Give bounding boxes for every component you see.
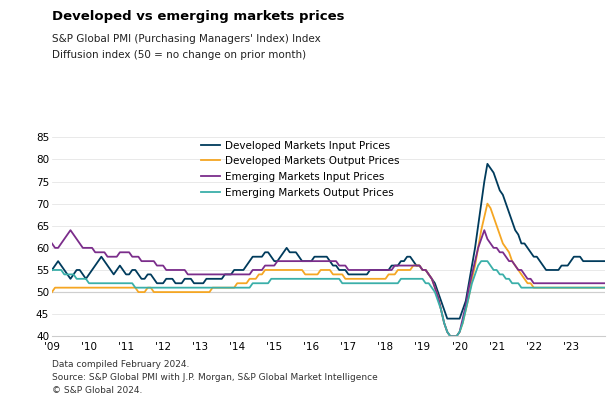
Developed Markets Input Prices: [444, 316, 451, 321]
Text: Diffusion index (50 = no change on prior month): Diffusion index (50 = no change on prior…: [52, 50, 306, 60]
Emerging Markets Input Prices: [289, 259, 296, 263]
Line: Emerging Markets Input Prices: Emerging Markets Input Prices: [52, 230, 611, 336]
Emerging Markets Input Prices: [48, 241, 56, 246]
Developed Markets Output Prices: [447, 334, 454, 339]
Developed Markets Output Prices: [286, 267, 293, 272]
Developed Markets Output Prices: [119, 285, 126, 290]
Emerging Markets Output Prices: [292, 277, 299, 281]
Text: Data compiled February 2024.: Data compiled February 2024.: [52, 360, 189, 369]
Emerging Markets Output Prices: [385, 281, 392, 286]
Emerging Markets Input Prices: [67, 228, 74, 232]
Developed Markets Output Prices: [292, 267, 299, 272]
Emerging Markets Input Prices: [122, 250, 130, 255]
Emerging Markets Output Prices: [447, 334, 454, 339]
Emerging Markets Input Prices: [388, 267, 395, 272]
Text: Developed vs emerging markets prices: Developed vs emerging markets prices: [52, 10, 345, 23]
Developed Markets Output Prices: [484, 201, 491, 206]
Emerging Markets Input Prices: [447, 334, 454, 339]
Emerging Markets Output Prices: [345, 281, 352, 286]
Developed Markets Input Prices: [385, 267, 392, 272]
Emerging Markets Output Prices: [419, 277, 426, 281]
Text: S&P Global PMI (Purchasing Managers' Index) Index: S&P Global PMI (Purchasing Managers' Ind…: [52, 34, 321, 44]
Developed Markets Input Prices: [286, 250, 293, 255]
Developed Markets Output Prices: [345, 277, 352, 281]
Developed Markets Output Prices: [48, 290, 56, 295]
Emerging Markets Input Prices: [295, 259, 302, 263]
Emerging Markets Output Prices: [48, 267, 56, 272]
Developed Markets Input Prices: [484, 162, 491, 166]
Developed Markets Input Prices: [345, 272, 352, 277]
Line: Developed Markets Output Prices: Developed Markets Output Prices: [52, 204, 611, 336]
Developed Markets Output Prices: [385, 272, 392, 277]
Text: Source: S&P Global PMI with J.P. Morgan, S&P Global Market Intelligence: Source: S&P Global PMI with J.P. Morgan,…: [52, 373, 378, 382]
Developed Markets Input Prices: [119, 267, 126, 272]
Line: Emerging Markets Output Prices: Emerging Markets Output Prices: [52, 261, 611, 336]
Emerging Markets Input Prices: [348, 267, 355, 272]
Emerging Markets Input Prices: [422, 267, 430, 272]
Developed Markets Input Prices: [292, 250, 299, 255]
Developed Markets Input Prices: [48, 267, 56, 272]
Developed Markets Output Prices: [419, 267, 426, 272]
Developed Markets Input Prices: [419, 267, 426, 272]
Emerging Markets Output Prices: [119, 281, 126, 286]
Emerging Markets Output Prices: [478, 259, 485, 263]
Text: © S&P Global 2024.: © S&P Global 2024.: [52, 386, 142, 395]
Line: Developed Markets Input Prices: Developed Markets Input Prices: [52, 164, 611, 319]
Legend: Developed Markets Input Prices, Developed Markets Output Prices, Emerging Market: Developed Markets Input Prices, Develope…: [201, 140, 400, 198]
Emerging Markets Output Prices: [286, 277, 293, 281]
